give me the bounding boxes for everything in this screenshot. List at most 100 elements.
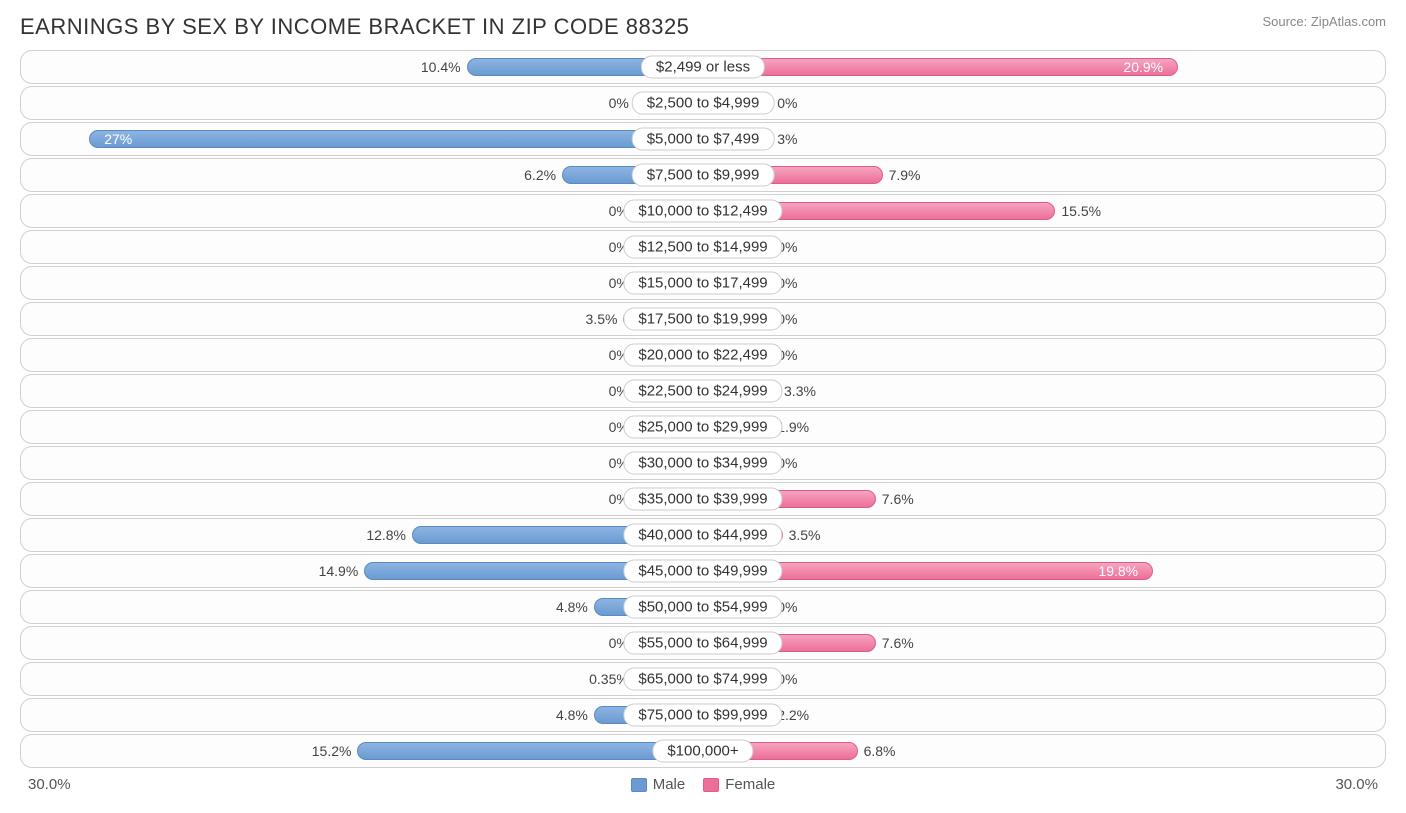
female-pct-label: 3% [771, 131, 803, 147]
female-half: 20.9% [703, 51, 1385, 83]
male-half: 4.8% [21, 591, 703, 623]
male-pct-label: 6.2% [518, 167, 562, 183]
chart-row: 14.9% 19.8% $45,000 to $49,999 [20, 554, 1386, 588]
bracket-label: $15,000 to $17,499 [623, 272, 782, 295]
female-pct-label: 3.5% [783, 527, 827, 543]
chart-row: 27% 3%$5,000 to $7,499 [20, 122, 1386, 156]
chart-row: 0%1.9%$25,000 to $29,999 [20, 410, 1386, 444]
female-pct-label: 7.9% [883, 167, 927, 183]
chart-legend: Male Female [631, 776, 776, 793]
bracket-label: $5,000 to $7,499 [632, 128, 775, 151]
male-half: 15.2% [21, 735, 703, 767]
bracket-label: $2,500 to $4,999 [632, 92, 775, 115]
female-pct-label: 20.9% [1117, 59, 1169, 75]
male-pct-label: 14.9% [313, 563, 365, 579]
female-bar: 20.9% [703, 58, 1178, 76]
bracket-label: $40,000 to $44,999 [623, 524, 782, 547]
female-half: 15.5% [703, 195, 1385, 227]
male-half: 0.35% [21, 663, 703, 695]
chart-row: 4.8%2.2%$75,000 to $99,999 [20, 698, 1386, 732]
chart-row: 0%0%$30,000 to $34,999 [20, 446, 1386, 480]
male-bar [357, 742, 703, 760]
male-half: 3.5% [21, 303, 703, 335]
male-half: 6.2% [21, 159, 703, 191]
female-half: 3.3% [703, 375, 1385, 407]
chart-row: 12.8% 3.5%$40,000 to $44,999 [20, 518, 1386, 552]
bracket-label: $10,000 to $12,499 [623, 200, 782, 223]
female-pct-label: 0% [771, 95, 803, 111]
male-half: 0% [21, 195, 703, 227]
female-half: 0% [703, 663, 1385, 695]
bracket-label: $55,000 to $64,999 [623, 632, 782, 655]
male-swatch-icon [631, 778, 647, 792]
female-pct-label: 3.3% [778, 383, 822, 399]
female-half: 0% [703, 87, 1385, 119]
female-half: 0% [703, 231, 1385, 263]
axis-right-label: 30.0% [1335, 776, 1378, 793]
bracket-label: $65,000 to $74,999 [623, 668, 782, 691]
female-pct-label: 15.5% [1055, 203, 1107, 219]
male-half: 12.8% [21, 519, 703, 551]
legend-male: Male [631, 776, 686, 793]
bracket-label: $22,500 to $24,999 [623, 380, 782, 403]
female-half: 7.9% [703, 159, 1385, 191]
chart-row: 0% 3.3%$22,500 to $24,999 [20, 374, 1386, 408]
male-half: 0% [21, 447, 703, 479]
male-half: 0% [21, 339, 703, 371]
chart-row: 3.5% 0%$17,500 to $19,999 [20, 302, 1386, 336]
chart-row: 4.8%0%$50,000 to $54,999 [20, 590, 1386, 624]
bracket-label: $7,500 to $9,999 [632, 164, 775, 187]
female-half: 1.9% [703, 411, 1385, 443]
female-half: 0% [703, 339, 1385, 371]
female-half: 19.8% [703, 555, 1385, 587]
chart-row: 0%0%$20,000 to $22,499 [20, 338, 1386, 372]
bracket-label: $50,000 to $54,999 [623, 596, 782, 619]
chart-row: 0%7.6%$55,000 to $64,999 [20, 626, 1386, 660]
bracket-label: $75,000 to $99,999 [623, 704, 782, 727]
female-half: 3.5% [703, 519, 1385, 551]
male-pct-label: 15.2% [306, 743, 358, 759]
axis-left-label: 30.0% [28, 776, 71, 793]
bracket-label: $45,000 to $49,999 [623, 560, 782, 583]
chart-row: 0.35%0%$65,000 to $74,999 [20, 662, 1386, 696]
chart-row: 15.2% 6.8% $100,000+ [20, 734, 1386, 768]
male-half: 0% [21, 231, 703, 263]
female-swatch-icon [703, 778, 719, 792]
male-pct-label: 10.4% [415, 59, 467, 75]
male-half: 0% [21, 87, 703, 119]
chart-row: 0%7.6%$35,000 to $39,999 [20, 482, 1386, 516]
male-pct-label: 27% [98, 131, 138, 147]
male-half: 0% [21, 411, 703, 443]
legend-male-label: Male [653, 776, 686, 793]
male-pct-label: 0% [603, 95, 635, 111]
male-half: 0% [21, 483, 703, 515]
female-half: 2.2% [703, 699, 1385, 731]
male-pct-label: 3.5% [580, 311, 624, 327]
chart-title: EARNINGS BY SEX BY INCOME BRACKET IN ZIP… [20, 14, 689, 40]
male-half: 27% [21, 123, 703, 155]
female-pct-label: 19.8% [1092, 563, 1144, 579]
female-half: 0% [703, 447, 1385, 479]
butterfly-chart: 10.4%20.9%$2,499 or less0%0%$2,500 to $4… [0, 50, 1406, 768]
male-half: 4.8% [21, 699, 703, 731]
male-pct-label: 4.8% [550, 599, 594, 615]
female-pct-label: 6.8% [858, 743, 902, 759]
female-half: 0% [703, 303, 1385, 335]
bracket-label: $12,500 to $14,999 [623, 236, 782, 259]
male-half: 10.4% [21, 51, 703, 83]
chart-source: Source: ZipAtlas.com [1262, 14, 1386, 29]
female-half: 7.6% [703, 483, 1385, 515]
female-half: 6.8% [703, 735, 1385, 767]
bracket-label: $20,000 to $22,499 [623, 344, 782, 367]
chart-row: 6.2% 7.9% $7,500 to $9,999 [20, 158, 1386, 192]
male-half: 0% [21, 627, 703, 659]
chart-row: 0%0%$15,000 to $17,499 [20, 266, 1386, 300]
female-half: 3% [703, 123, 1385, 155]
male-half: 0% [21, 375, 703, 407]
bracket-label: $100,000+ [652, 740, 753, 763]
bracket-label: $2,499 or less [641, 56, 765, 79]
chart-row: 0% 15.5% $10,000 to $12,499 [20, 194, 1386, 228]
legend-female: Female [703, 776, 775, 793]
bracket-label: $17,500 to $19,999 [623, 308, 782, 331]
legend-female-label: Female [725, 776, 775, 793]
